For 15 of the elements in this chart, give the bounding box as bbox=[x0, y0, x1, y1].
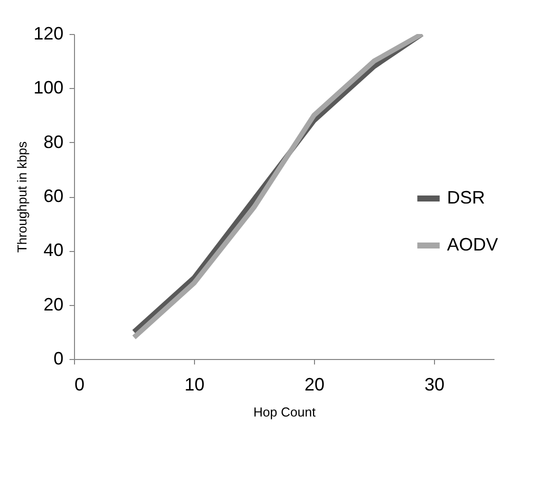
legend-label: AODV bbox=[447, 234, 498, 254]
y-tick-label: 80 bbox=[43, 132, 64, 152]
y-tick-label: 120 bbox=[33, 24, 64, 44]
legend-label: DSR bbox=[447, 188, 486, 208]
x-tick-label: 20 bbox=[304, 374, 325, 394]
x-tick-label: 30 bbox=[424, 374, 445, 394]
y-tick-label: 60 bbox=[43, 186, 64, 206]
y-axis-title: Throughput in kbps bbox=[14, 140, 30, 253]
y-tick-label: 40 bbox=[43, 240, 64, 260]
x-tick-label: 0 bbox=[74, 374, 85, 394]
y-tick-label: 0 bbox=[53, 348, 64, 368]
y-tick-label: 100 bbox=[33, 78, 64, 98]
y-tick-label: 20 bbox=[43, 294, 64, 314]
x-axis-title: Hop Count bbox=[253, 404, 316, 420]
x-tick-label: 10 bbox=[184, 374, 205, 394]
